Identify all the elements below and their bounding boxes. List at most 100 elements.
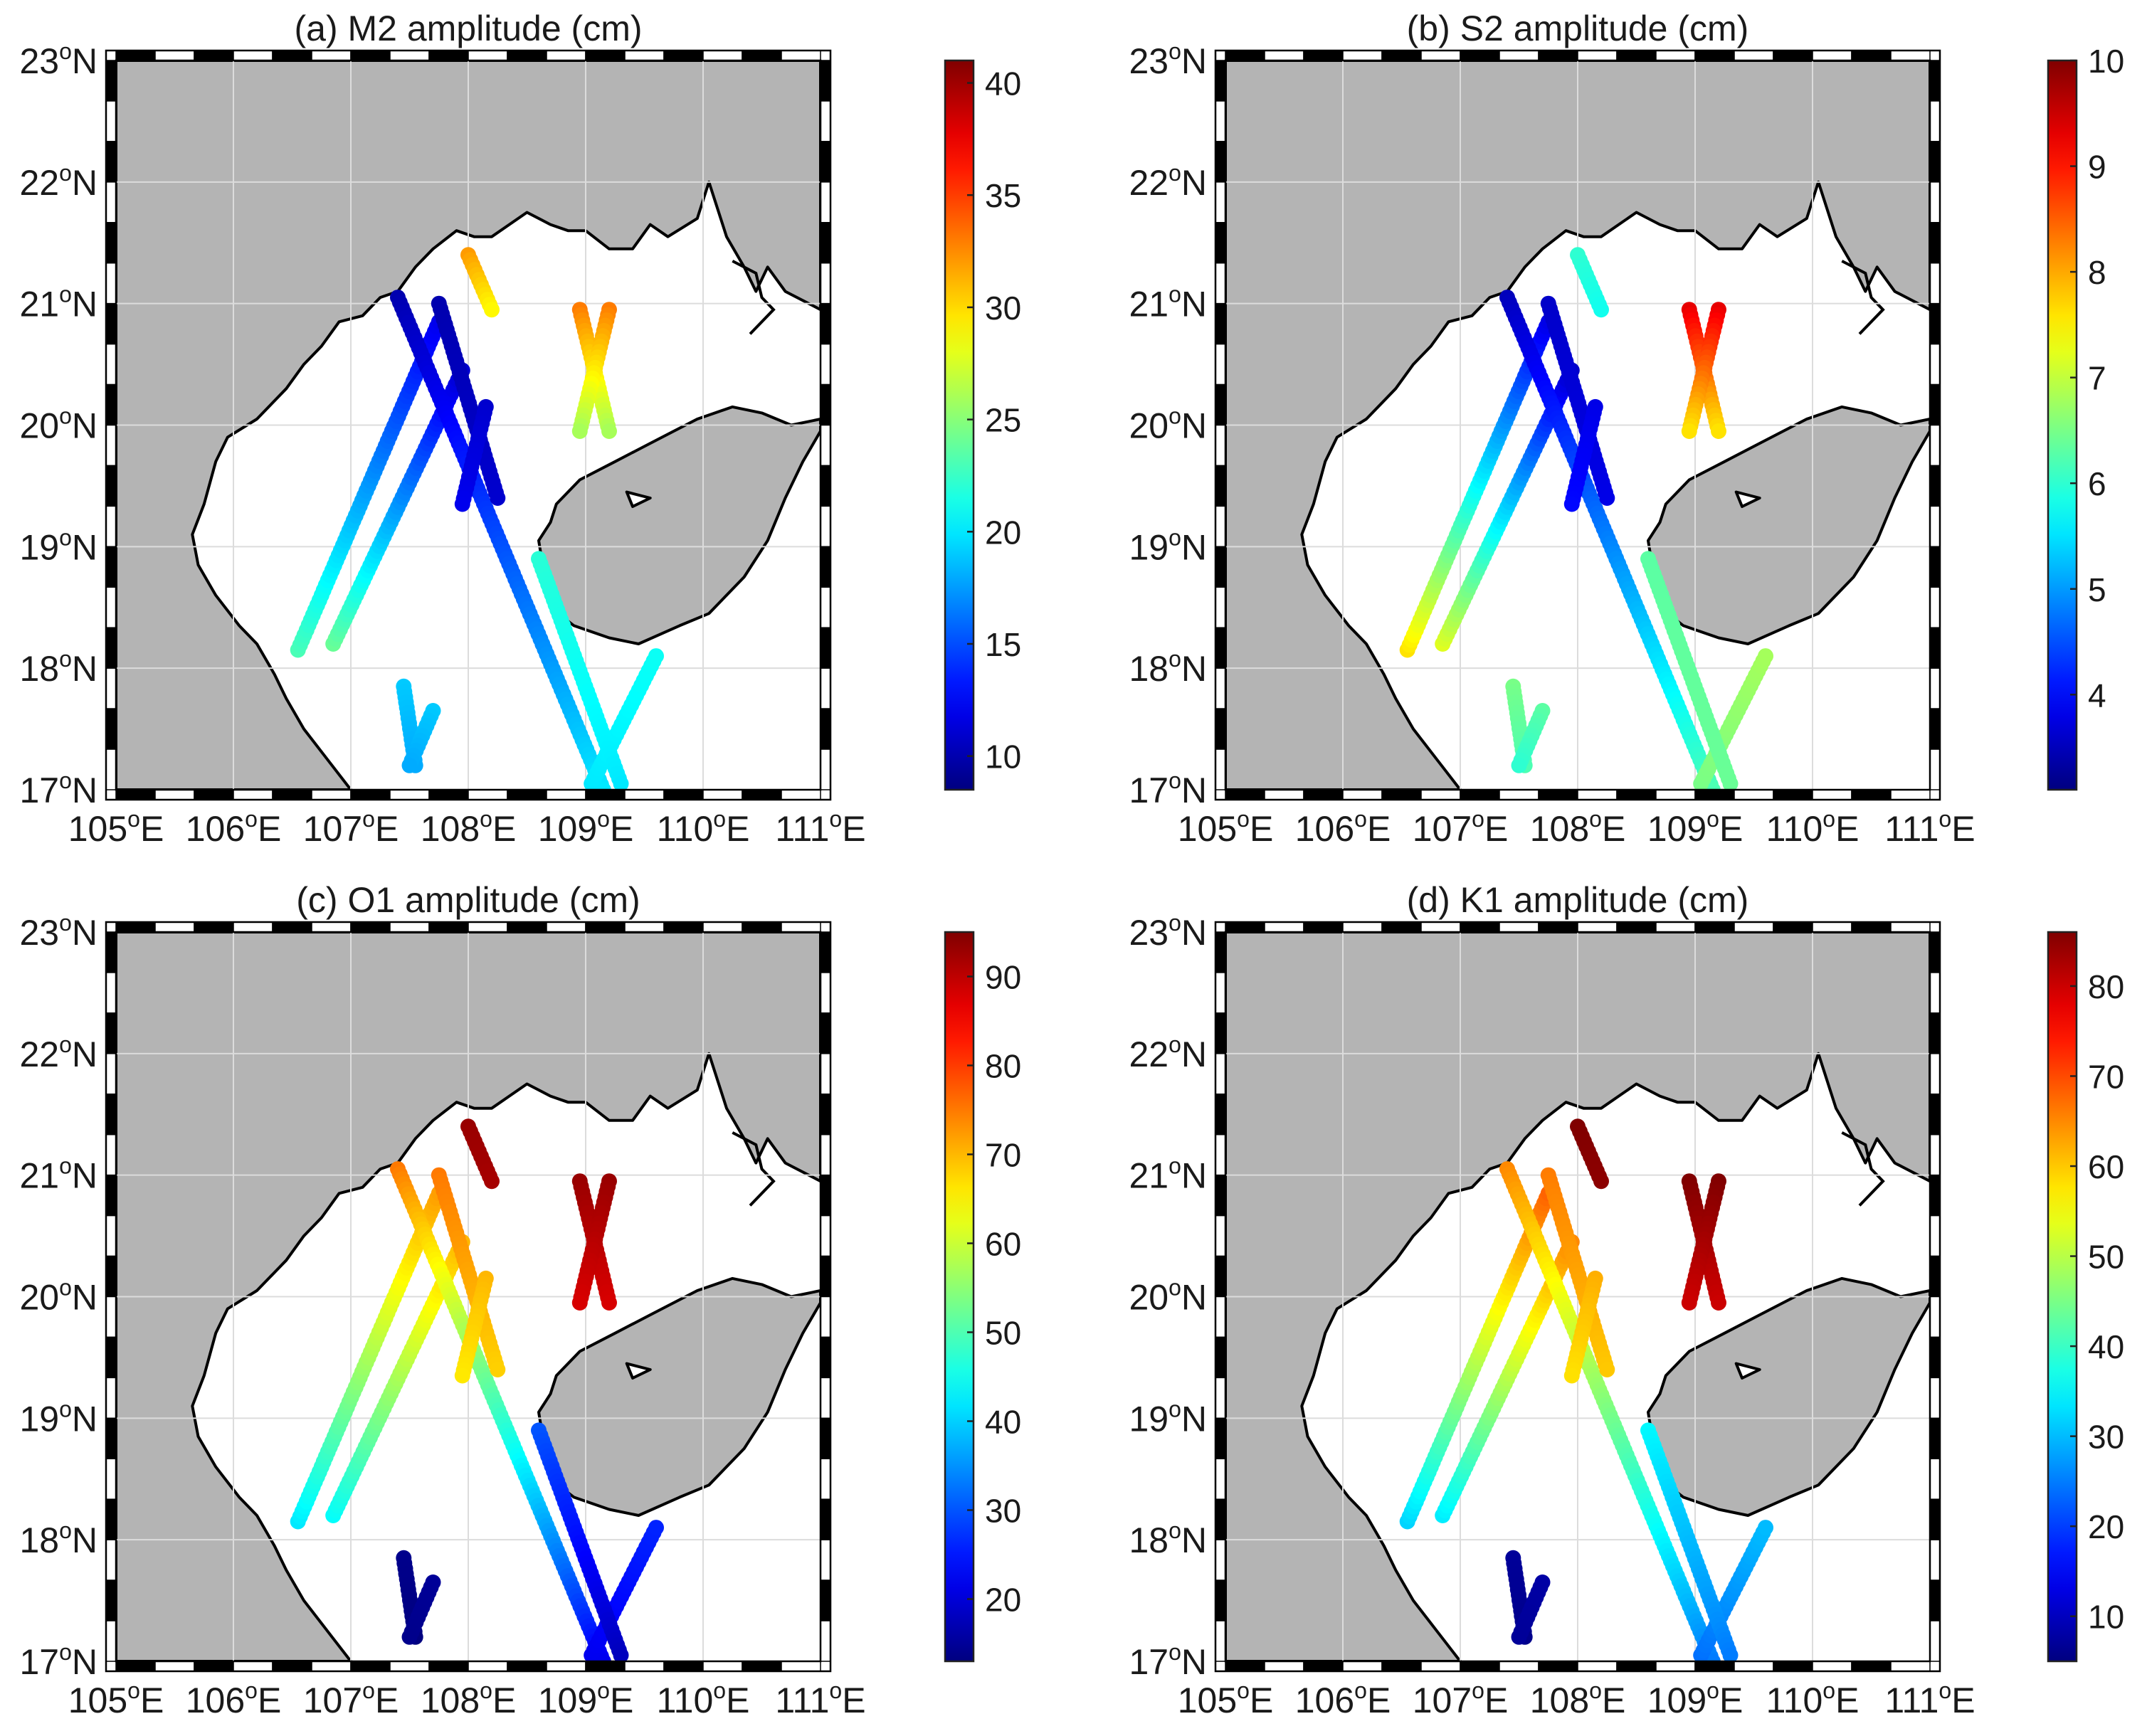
colorbar-tick-label: 15 xyxy=(985,626,1021,663)
amplitude-point xyxy=(454,1367,470,1384)
lon-tick-label: 106oE xyxy=(1295,1678,1391,1720)
track-points xyxy=(1399,247,1773,798)
land-layer xyxy=(1225,932,1930,1661)
colorbar-tick-label: 10 xyxy=(2088,43,2124,80)
colorbar: 4 5 6 7 8 9 10 xyxy=(2047,43,2124,791)
colorbar-gradient xyxy=(2047,931,2078,1663)
hainan-island xyxy=(537,1276,821,1517)
lon-tick-label: 105oE xyxy=(68,806,164,849)
colorbar-tick-label: 10 xyxy=(985,739,1021,776)
amplitude-point xyxy=(571,423,588,439)
hainan-island xyxy=(1647,1276,1930,1517)
amplitude-point xyxy=(613,776,629,792)
lon-tick-label: 106oE xyxy=(186,806,282,849)
colorbar-tick-label: 50 xyxy=(985,1315,1021,1352)
lat-tick-label: 18oN xyxy=(19,1518,97,1560)
amplitude-point xyxy=(1511,757,1527,773)
lat-tick-label: 23oN xyxy=(1129,38,1207,81)
lon-tick-label: 107oE xyxy=(1413,806,1509,849)
colorbar-tick-label: 80 xyxy=(985,1048,1021,1085)
colorbar-gradient xyxy=(944,59,975,791)
lat-tick-label: 20oN xyxy=(19,1275,97,1318)
mainland-coast xyxy=(116,60,821,790)
amplitude-point xyxy=(1599,1362,1615,1377)
amplitude-point xyxy=(601,1295,617,1311)
colorbar-tick-label: 6 xyxy=(2088,465,2106,502)
amplitude-point xyxy=(1563,1367,1580,1384)
lon-tick-label: 110oE xyxy=(1766,806,1859,849)
colorbar-tick-label: 40 xyxy=(2088,1328,2124,1365)
track-points xyxy=(290,1118,664,1669)
amplitude-point xyxy=(490,490,506,506)
lon-tick-label: 108oE xyxy=(1530,806,1626,849)
mainland-coast xyxy=(1225,60,1930,790)
lat-tick-label: 22oN xyxy=(1129,160,1207,203)
lat-tick-label: 21oN xyxy=(19,282,97,324)
amplitude-point xyxy=(1758,1520,1773,1536)
lat-tick-label: 19oN xyxy=(1129,524,1207,567)
map-frame xyxy=(1214,921,1941,1673)
colorbar-tick-label: 10 xyxy=(2088,1599,2124,1636)
lat-tick-label: 18oN xyxy=(1129,1518,1207,1560)
islet xyxy=(1734,1362,1761,1380)
lat-tick-label: 18oN xyxy=(19,646,97,689)
hainan-island xyxy=(537,405,821,645)
lon-tick-label: 109oE xyxy=(1647,1678,1744,1720)
lon-tick-label: 105oE xyxy=(1178,1678,1274,1720)
lon-tick-label: 110oE xyxy=(1766,1678,1859,1720)
colorbar-tick-label: 4 xyxy=(2088,677,2106,714)
amplitude-point xyxy=(1593,1173,1609,1190)
lat-tick-label: 19oN xyxy=(1129,1396,1207,1439)
colorbar-tick-label: 40 xyxy=(985,65,1021,102)
colorbar-tick-label: 8 xyxy=(2088,254,2106,291)
lon-tick-label: 106oE xyxy=(186,1678,282,1720)
colorbar-tick-label: 60 xyxy=(985,1226,1021,1263)
colorbar-tick-label: 90 xyxy=(985,959,1021,996)
lon-tick-label: 109oE xyxy=(538,1678,634,1720)
amplitude-point xyxy=(1722,1647,1739,1663)
colorbar-gradient xyxy=(944,931,975,1663)
amplitude-point xyxy=(454,496,470,512)
lon-tick-label: 108oE xyxy=(421,1678,517,1720)
lat-tick-label: 17oN xyxy=(19,768,97,810)
islet xyxy=(625,1362,652,1380)
colorbar-tick-label: 50 xyxy=(2088,1239,2124,1276)
colorbar: 10 15 20 25 30 35 40 xyxy=(944,59,1021,791)
amplitude-point xyxy=(401,1629,418,1645)
amplitude-point xyxy=(490,1362,506,1377)
colorbar-tick-label: 60 xyxy=(2088,1148,2124,1185)
lat-tick-label: 19oN xyxy=(19,1396,97,1439)
colorbar-tick-label: 25 xyxy=(985,402,1021,439)
track-points xyxy=(290,247,664,798)
panel-title: (a) M2 amplitude (cm) xyxy=(295,9,643,48)
lat-tick-label: 21oN xyxy=(1129,282,1207,324)
lat-tick-label: 18oN xyxy=(1129,646,1207,689)
amplitude-point xyxy=(601,423,617,439)
amplitude-point xyxy=(648,1520,664,1536)
amplitude-point xyxy=(401,757,418,773)
colorbar: 20 30 40 50 60 70 80 90 xyxy=(944,931,1021,1663)
amplitude-point xyxy=(1511,1629,1527,1645)
amplitude-point xyxy=(1563,496,1580,512)
colorbar-tick-label: 40 xyxy=(985,1404,1021,1441)
map-frame xyxy=(105,49,832,801)
colorbar-tick-label: 20 xyxy=(985,514,1021,551)
panel-title: (c) O1 amplitude (cm) xyxy=(296,880,640,920)
lon-tick-label: 108oE xyxy=(421,806,517,849)
lon-tick-label: 111oE xyxy=(1884,806,1975,849)
lat-tick-label: 20oN xyxy=(19,403,97,446)
colorbar-tick-label: 70 xyxy=(2088,1058,2124,1095)
amplitude-point xyxy=(484,302,500,318)
panel-b: (b) S2 amplitude (cm) 105oE 106oE 107oE 108o… xyxy=(1129,9,2124,849)
lon-tick-label: 110oE xyxy=(657,1678,750,1720)
lon-tick-label: 111oE xyxy=(775,806,865,849)
colorbar-tick-label: 30 xyxy=(2088,1419,2124,1456)
land-layer xyxy=(1225,60,1930,790)
land-layer xyxy=(116,60,821,790)
lat-tick-label: 17oN xyxy=(19,1639,97,1682)
colorbar-tick-label: 30 xyxy=(985,1493,1021,1530)
lon-tick-label: 105oE xyxy=(1178,806,1274,849)
lon-tick-label: 111oE xyxy=(1884,1678,1975,1720)
lon-tick-label: 107oE xyxy=(1413,1678,1509,1720)
lon-tick-label: 111oE xyxy=(775,1678,865,1720)
